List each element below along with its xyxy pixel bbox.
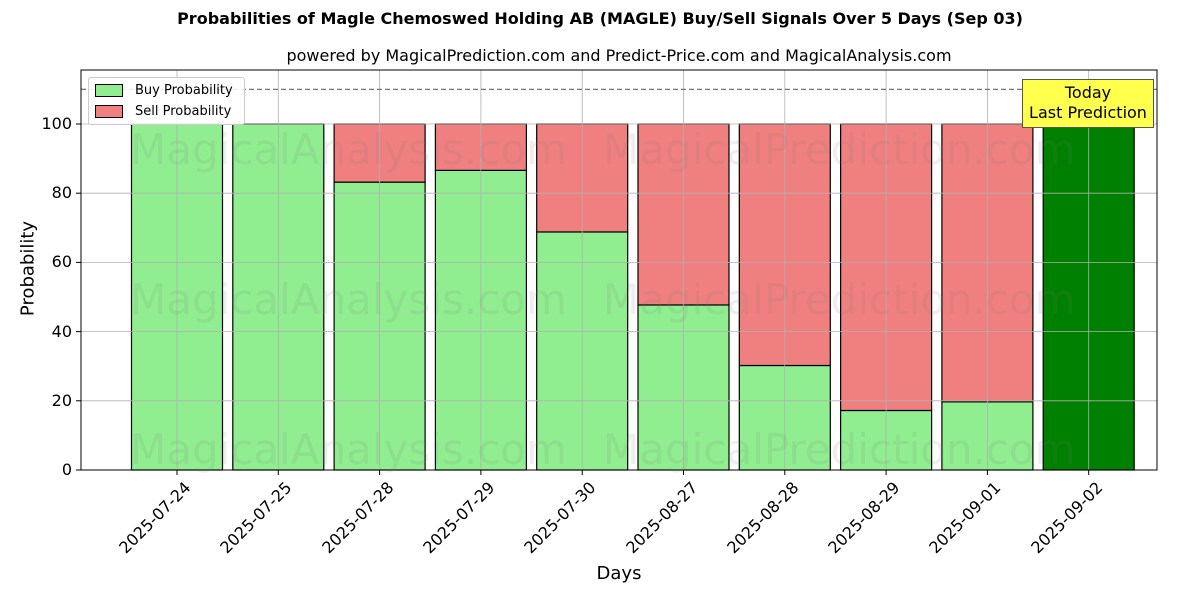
buy-swatch-icon: [95, 83, 123, 97]
y-tick-label: 100: [41, 114, 72, 133]
y-tick-label: 80: [51, 183, 72, 203]
y-tick-label: 40: [51, 321, 72, 341]
today-annotation: Today Last Prediction: [1022, 79, 1154, 128]
y-axis-label: Probability: [17, 220, 39, 317]
x-axis-label: Days: [596, 563, 642, 584]
legend-item-sell: Sell Probability: [95, 103, 231, 119]
chart-subtitle: powered by MagicalPrediction.com and Pre…: [286, 46, 952, 65]
annotation-line1: Today: [1064, 83, 1112, 102]
annotation-line2: Last Prediction: [1029, 103, 1147, 122]
legend: Buy Probability Sell Probability: [88, 77, 245, 125]
legend-sell-label: Sell Probability: [135, 103, 232, 119]
axes-frame: [80, 69, 1158, 471]
y-tick-label: 60: [51, 252, 72, 272]
legend-item-buy: Buy Probability: [95, 82, 233, 98]
legend-buy-label: Buy Probability: [135, 82, 233, 98]
sell-swatch-icon: [95, 104, 123, 118]
y-tick-label: 20: [51, 390, 72, 410]
chart-title: Probabilities of Magle Chemoswed Holding…: [177, 9, 1023, 28]
y-tick-label: 0: [61, 460, 72, 479]
